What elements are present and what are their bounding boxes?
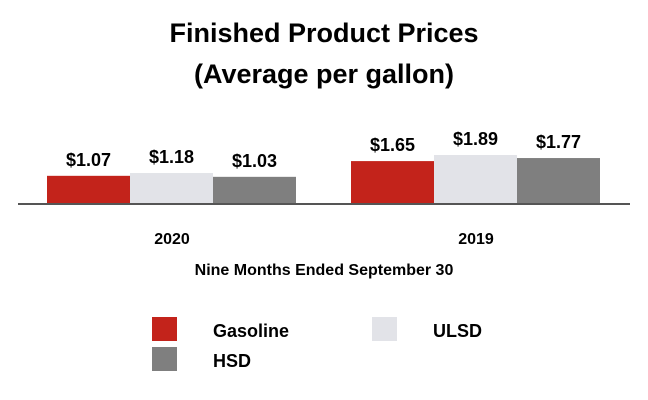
data-label-gasoline-2019: $1.65 [370, 135, 415, 155]
bar-gasoline-2019 [351, 161, 434, 203]
legend-label-ulsd: ULSD [433, 321, 482, 341]
data-label-hsd-2020: $1.03 [232, 151, 277, 171]
bars-group [47, 155, 600, 203]
data-label-ulsd-2020: $1.18 [149, 147, 194, 167]
data-label-hsd-2019: $1.77 [536, 132, 581, 152]
data-label-gasoline-2020: $1.07 [66, 150, 111, 170]
category-label-2020: 2020 [154, 231, 190, 248]
bar-ulsd-2020 [130, 173, 213, 203]
legend-swatch-hsd [152, 347, 177, 371]
chart-subtitle: (Average per gallon) [194, 59, 454, 89]
category-label-2019: 2019 [458, 231, 494, 248]
value-labels-group: $1.07 $1.18 $1.03 $1.65 $1.89 $1.77 [66, 129, 581, 171]
category-labels-group: 2020 2019 [154, 231, 494, 248]
bar-hsd-2019 [517, 158, 600, 203]
chart-title: Finished Product Prices [169, 18, 478, 48]
bar-gasoline-2020 [47, 175, 130, 203]
legend-swatch-ulsd [372, 317, 397, 341]
legend-swatch-gasoline [152, 317, 177, 341]
legend-label-gasoline: Gasoline [213, 321, 289, 341]
legend-label-hsd: HSD [213, 351, 251, 371]
x-axis-label: Nine Months Ended September 30 [195, 262, 454, 279]
bar-hsd-2020 [213, 176, 296, 203]
bar-ulsd-2019 [434, 155, 517, 203]
legend: Gasoline ULSD HSD [152, 317, 482, 371]
data-label-ulsd-2019: $1.89 [453, 129, 498, 149]
